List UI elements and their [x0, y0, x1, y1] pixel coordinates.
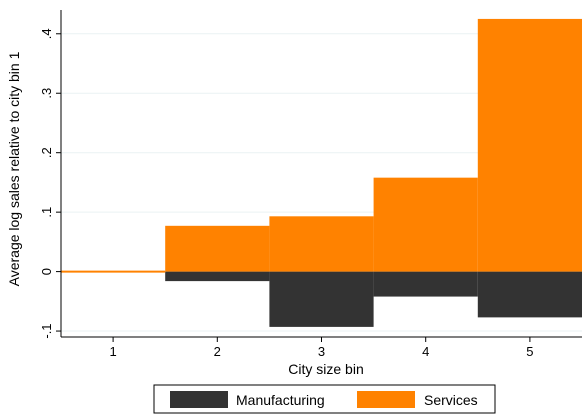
legend: Manufacturing Services — [153, 384, 496, 414]
y-tick-label: .1 — [39, 207, 54, 218]
y-tick-label: -.1 — [39, 323, 54, 338]
y-axis-title: Average log sales relative to city bin 1 — [6, 51, 22, 286]
bar-manufacturing-5 — [477, 271, 582, 318]
y-tick-label: .3 — [39, 88, 54, 99]
y-tick-label: 0 — [39, 268, 54, 275]
x-tick-label: 2 — [214, 344, 221, 359]
bar-services-3 — [269, 216, 374, 272]
bar-services-5 — [477, 18, 582, 272]
x-tick-label: 1 — [109, 344, 116, 359]
x-tick-label: 4 — [422, 344, 429, 359]
bars-layer — [61, 18, 582, 327]
bar-services-2 — [165, 225, 270, 272]
y-tick-label: .4 — [39, 28, 54, 39]
x-axis-title: City size bin — [288, 361, 363, 377]
axes-layer: -.1 0 .1 .2 .3 .4 1 2 3 4 5 — [39, 10, 582, 359]
bar-manufacturing-2 — [165, 271, 270, 282]
x-tick-label: 5 — [526, 344, 533, 359]
bar-manufacturing-3 — [269, 271, 374, 327]
legend-swatch-manufacturing — [170, 391, 228, 408]
x-tick-label: 3 — [318, 344, 325, 359]
legend-label-services: Services — [424, 392, 478, 408]
legend-label-manufacturing: Manufacturing — [236, 392, 325, 408]
bar-services-4 — [373, 177, 478, 272]
bar-manufacturing-4 — [373, 271, 478, 297]
legend-swatch-services — [357, 391, 415, 408]
y-tick-label: .2 — [39, 147, 54, 158]
